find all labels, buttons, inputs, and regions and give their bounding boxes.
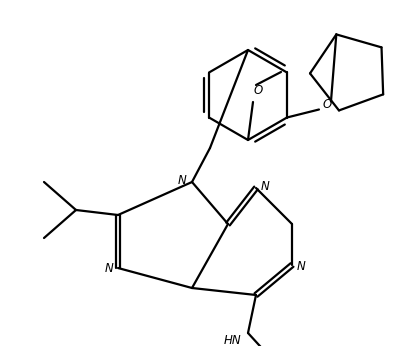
Text: N: N	[260, 180, 269, 192]
Text: O: O	[253, 83, 262, 97]
Text: N: N	[104, 263, 113, 275]
Text: HN: HN	[224, 335, 241, 346]
Text: O: O	[322, 98, 331, 111]
Text: N: N	[177, 174, 186, 188]
Text: N: N	[296, 261, 305, 273]
